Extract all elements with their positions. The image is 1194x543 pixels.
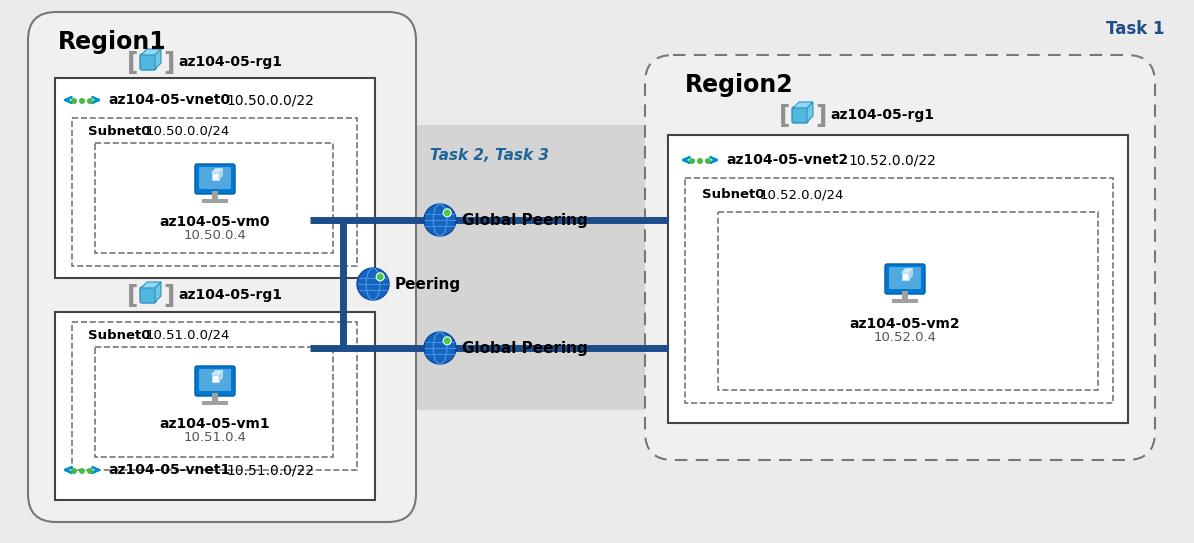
Text: [: [ [780,104,790,128]
Polygon shape [219,370,222,382]
Circle shape [704,158,710,164]
Text: 10.52.0.4: 10.52.0.4 [874,331,936,344]
Circle shape [443,209,451,217]
Text: 10.51.0.0/24: 10.51.0.0/24 [146,329,230,342]
FancyBboxPatch shape [885,264,925,294]
Polygon shape [155,282,161,302]
Text: 10.50.0.0/24: 10.50.0.0/24 [146,125,230,138]
FancyBboxPatch shape [890,267,921,289]
Circle shape [443,337,451,345]
Polygon shape [219,168,222,180]
Polygon shape [807,102,813,122]
Bar [72,322,357,470]
Bar [55,78,375,278]
FancyBboxPatch shape [195,366,235,396]
Text: Subnet0: Subnet0 [88,125,150,138]
Circle shape [376,273,384,281]
FancyBboxPatch shape [140,54,156,70]
Text: 10.50.0.4: 10.50.0.4 [184,229,246,242]
Bar [892,299,918,303]
Text: az104-05-rg1: az104-05-rg1 [178,288,282,302]
Circle shape [689,158,695,164]
Text: ]: ] [164,51,174,75]
Bar [310,125,1010,410]
Text: Subnet0: Subnet0 [702,188,764,201]
Text: Task 2, Task 3: Task 2, Task 3 [430,148,549,163]
Circle shape [79,98,85,104]
FancyBboxPatch shape [199,167,230,189]
Text: az104-05-vnet0: az104-05-vnet0 [107,93,230,107]
Bar [202,401,228,405]
FancyBboxPatch shape [792,107,808,123]
Text: 10.51.0.0/22: 10.51.0.0/22 [226,463,314,477]
Circle shape [357,268,389,300]
Circle shape [424,204,456,236]
Text: Global Peering: Global Peering [462,340,587,356]
Text: 10.50.0.0/22: 10.50.0.0/22 [226,93,314,107]
Text: 10.52.0.0/22: 10.52.0.0/22 [848,153,936,167]
Bar [55,312,375,500]
Bar [72,118,357,266]
Bar [901,291,907,299]
Text: [: [ [128,51,139,75]
Circle shape [70,468,76,474]
Bar [213,393,219,401]
Text: Peering: Peering [395,276,461,292]
Polygon shape [901,268,912,273]
Polygon shape [909,268,912,280]
FancyBboxPatch shape [199,369,230,391]
Text: az104-05-vnet2: az104-05-vnet2 [726,153,848,167]
FancyBboxPatch shape [195,164,235,194]
Polygon shape [141,282,161,288]
Polygon shape [141,49,161,55]
Text: 10.51.0.4: 10.51.0.4 [184,431,246,444]
Polygon shape [793,102,813,108]
Circle shape [87,468,93,474]
FancyBboxPatch shape [27,12,416,522]
Circle shape [70,98,76,104]
Text: Region1: Region1 [59,30,167,54]
Circle shape [87,98,93,104]
Bar [96,347,333,457]
Text: az104-05-rg1: az104-05-rg1 [178,55,282,69]
Polygon shape [155,49,161,69]
Polygon shape [211,168,222,173]
Bar [213,191,219,199]
Bar [202,199,228,203]
FancyBboxPatch shape [645,55,1155,460]
Polygon shape [211,370,222,375]
Bar [211,173,219,180]
Text: [: [ [128,284,139,308]
Text: Task 1: Task 1 [1107,20,1165,38]
Text: Global Peering: Global Peering [462,212,587,228]
Bar [718,212,1098,390]
Circle shape [424,332,456,364]
Bar [211,375,219,382]
Bar [685,178,1113,403]
Text: 10.52.0.0/24: 10.52.0.0/24 [761,188,844,201]
Text: az104-05-rg1: az104-05-rg1 [830,108,934,122]
Text: ]: ] [816,104,826,128]
Bar [667,135,1128,423]
Text: az104-05-vnet1: az104-05-vnet1 [107,463,230,477]
Text: Region2: Region2 [685,73,794,97]
FancyBboxPatch shape [140,287,156,303]
Text: az104-05-vm1: az104-05-vm1 [160,417,270,431]
Circle shape [697,158,703,164]
Text: az104-05-vm2: az104-05-vm2 [850,317,960,331]
Text: Subnet0: Subnet0 [88,329,150,342]
Text: ]: ] [164,284,174,308]
Circle shape [79,468,85,474]
Bar [901,273,909,280]
Bar [96,143,333,253]
Text: az104-05-vm0: az104-05-vm0 [160,215,270,229]
